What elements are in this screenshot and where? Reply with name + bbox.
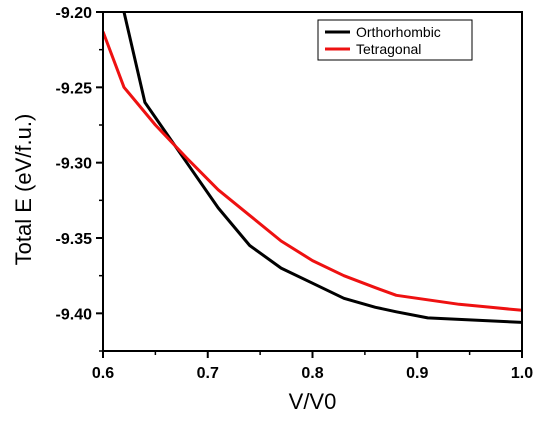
plot-area: 0.6 0.7 0.8 0.9 1.0 -9.20 -9.25 -9.30 -9.35 -9.4…	[56, 5, 534, 382]
x-tick-label: 0.7	[197, 365, 219, 382]
series-layer	[103, 12, 522, 324]
plot-frame	[102, 11, 523, 352]
legend-box	[317, 19, 473, 61]
x-tick-label: 0.9	[406, 365, 428, 382]
y-tick-label: -9.30	[56, 156, 93, 173]
x-tick-label: 1.0	[511, 365, 533, 382]
y-axis-title: Total E (eV/f.u.)	[11, 114, 36, 266]
series-line-tetragonal	[103, 31, 522, 312]
series-line-orthorhombic	[122, 12, 522, 324]
x-axis-ticks: 0.6 0.7 0.8 0.9 1.0	[92, 351, 533, 382]
legend-label: Orthorhombic	[356, 24, 441, 40]
y-tick-label: -9.20	[56, 5, 93, 22]
x-tick-label: 0.8	[301, 365, 323, 382]
y-tick-label: -9.40	[56, 306, 93, 323]
y-tick-label: -9.35	[56, 231, 93, 248]
legend-label: Tetragonal	[356, 41, 421, 57]
x-axis-title: V/V0	[289, 389, 337, 414]
y-axis-ticks: -9.20 -9.25 -9.30 -9.35 -9.40	[56, 5, 103, 352]
x-tick-label: 0.6	[92, 365, 114, 382]
y-tick-label: -9.25	[56, 80, 93, 97]
